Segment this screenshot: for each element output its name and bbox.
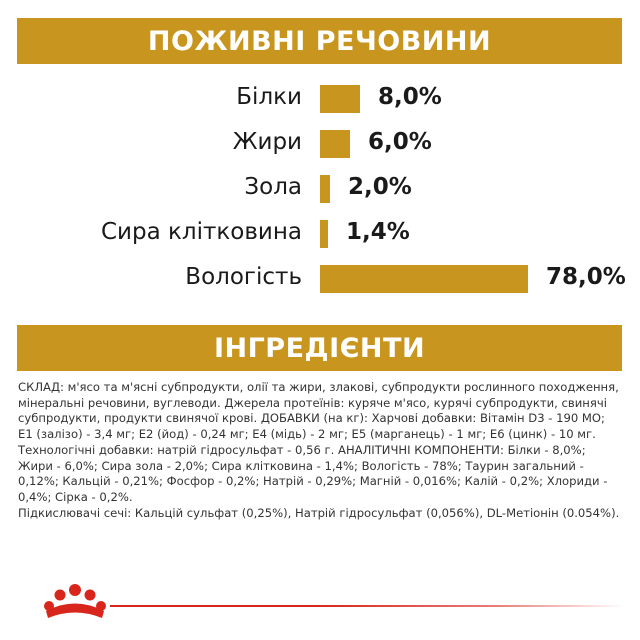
nutrient-bar xyxy=(320,130,350,158)
ingredients-text: СКЛАД: м'ясо та м'ясні субпродукти, олії… xyxy=(18,380,623,521)
ingredients-title: ІНГРЕДІЄНТИ xyxy=(17,325,622,371)
nutrients-title: ПОЖИВНІ РЕЧОВИНИ xyxy=(17,18,622,64)
nutrient-label: Вологість xyxy=(185,264,302,290)
footer-divider xyxy=(110,605,625,607)
composition-paragraph: СКЛАД: м'ясо та м'ясні субпродукти, олії… xyxy=(18,380,619,504)
nutrient-value: 1,4% xyxy=(346,219,410,245)
nutrient-value: 6,0% xyxy=(368,129,432,155)
nutrient-label: Білки xyxy=(236,84,302,110)
nutrient-label: Сира клітковина xyxy=(101,219,302,245)
nutrient-label: Жири xyxy=(232,129,302,155)
nutrient-bar xyxy=(320,85,360,113)
urine-acidifiers-paragraph: Підкислювачі сечі: Кальцій сульфат (0,25… xyxy=(18,505,620,520)
nutrient-value: 78,0% xyxy=(546,264,626,290)
crown-icon xyxy=(44,584,106,618)
nutrient-value: 2,0% xyxy=(348,174,412,200)
nutrient-bar xyxy=(320,265,528,293)
nutrient-bar xyxy=(320,220,328,248)
nutrient-label: Зола xyxy=(244,174,302,200)
nutrient-value: 8,0% xyxy=(378,84,442,110)
nutrient-bar xyxy=(320,175,330,203)
